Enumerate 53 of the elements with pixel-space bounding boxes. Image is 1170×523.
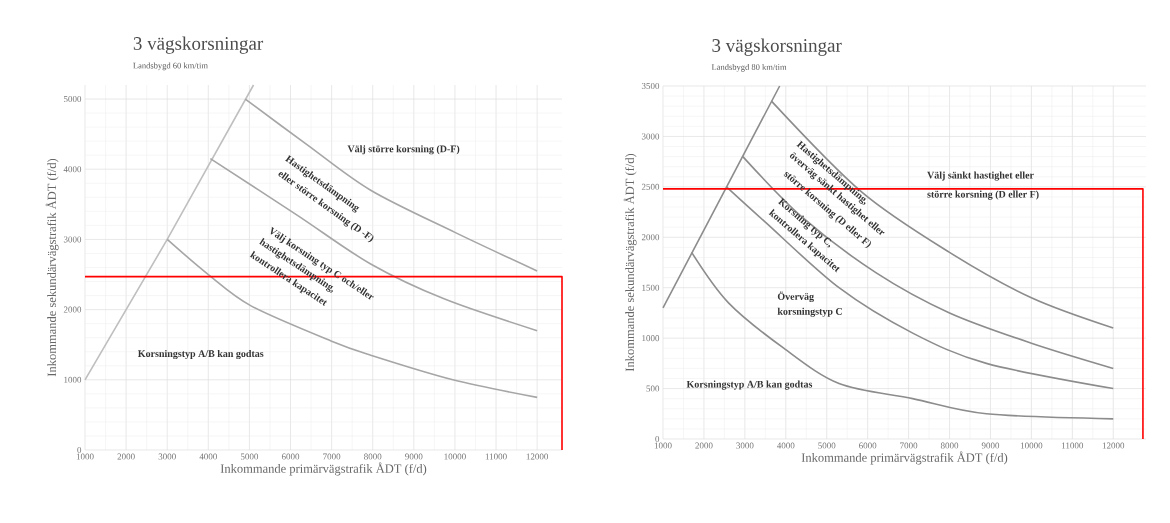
y-axis-title: Inkommande sekundärvägstrafik ÅDT (f/d) (623, 153, 637, 372)
x-tick-label: 2000 (695, 442, 713, 449)
x-tick-label: 12000 (526, 453, 549, 460)
annotation: Välj större korsning (D-F) (347, 145, 460, 155)
x-tick-label: 10000 (1020, 442, 1043, 449)
x-tick-label: 8000 (364, 453, 382, 460)
x-tick-label: 4000 (776, 442, 795, 449)
y-tick-label: 1000 (642, 335, 660, 342)
x-tick-label: 10000 (444, 453, 466, 460)
annotation: Välj sänkt hastighet eller (927, 171, 1034, 181)
y-tick-label: 3500 (641, 82, 660, 90)
x-tick-label: 9000 (405, 453, 423, 460)
x-tick-label: 11000 (1062, 442, 1084, 449)
x-tick-label: 7000 (323, 453, 341, 460)
y-tick-label: 3000 (63, 236, 82, 243)
y-tick-label: 5000 (63, 96, 82, 103)
x-tick-label: 4000 (199, 453, 217, 460)
annotation: Korsningstyp A/B kan godtas (137, 349, 264, 360)
x-tick-label: 12000 (1102, 442, 1125, 449)
x-tick-label: 11000 (485, 453, 507, 460)
annotation: Överväg (777, 291, 814, 303)
x-tick-label: 2000 (117, 453, 135, 460)
y-tick-label: 0 (655, 435, 660, 443)
y-tick-label: 2000 (641, 234, 660, 241)
x-tick-label: 5000 (240, 453, 259, 460)
x-tick-label: 1000 (654, 442, 672, 449)
x-tick-label: 7000 (900, 442, 918, 449)
y-axis-title: Inkommande sekundärvägstrafik ÅDT (f/d) (45, 158, 59, 377)
chart-subtitle: Landsbygd 80 km/tim (711, 63, 787, 72)
x-tick-label: 3000 (736, 442, 754, 449)
annotation: Korsningstyp A/B kan godtas (686, 380, 813, 390)
x-tick-label: 6000 (281, 453, 300, 460)
x-axis-title: Inkommande primärvägstrafik ÅDT (f/d) (220, 462, 427, 476)
y-tick-label: 2000 (63, 306, 82, 313)
annotation: korsningstyp C (777, 307, 842, 317)
chart-subtitle: Landsbygd 60 km/tim (133, 62, 208, 71)
x-tick-label: 1000 (76, 453, 94, 460)
chart-title: 3 vägskorsningar (712, 38, 842, 56)
y-tick-label: 0 (77, 446, 82, 454)
y-tick-label: 500 (646, 385, 660, 392)
y-tick-label: 1000 (64, 376, 82, 383)
y-tick-label: 2500 (641, 183, 660, 190)
chart-title: 3 vägskorsningar (133, 36, 264, 54)
x-tick-label: 5000 (818, 442, 836, 449)
y-tick-label: 1500 (642, 284, 660, 291)
y-tick-label: 3000 (641, 133, 660, 140)
x-tick-label: 3000 (158, 453, 176, 460)
annotation: större korsning (D eller F) (927, 190, 1039, 200)
x-axis-title: Inkommande primärvägstrafik ÅDT (f/d) (801, 451, 1008, 465)
x-tick-label: 6000 (859, 442, 877, 449)
x-tick-label: 9000 (981, 442, 1000, 449)
x-tick-label: 8000 (940, 442, 959, 449)
y-tick-label: 4000 (63, 166, 82, 173)
